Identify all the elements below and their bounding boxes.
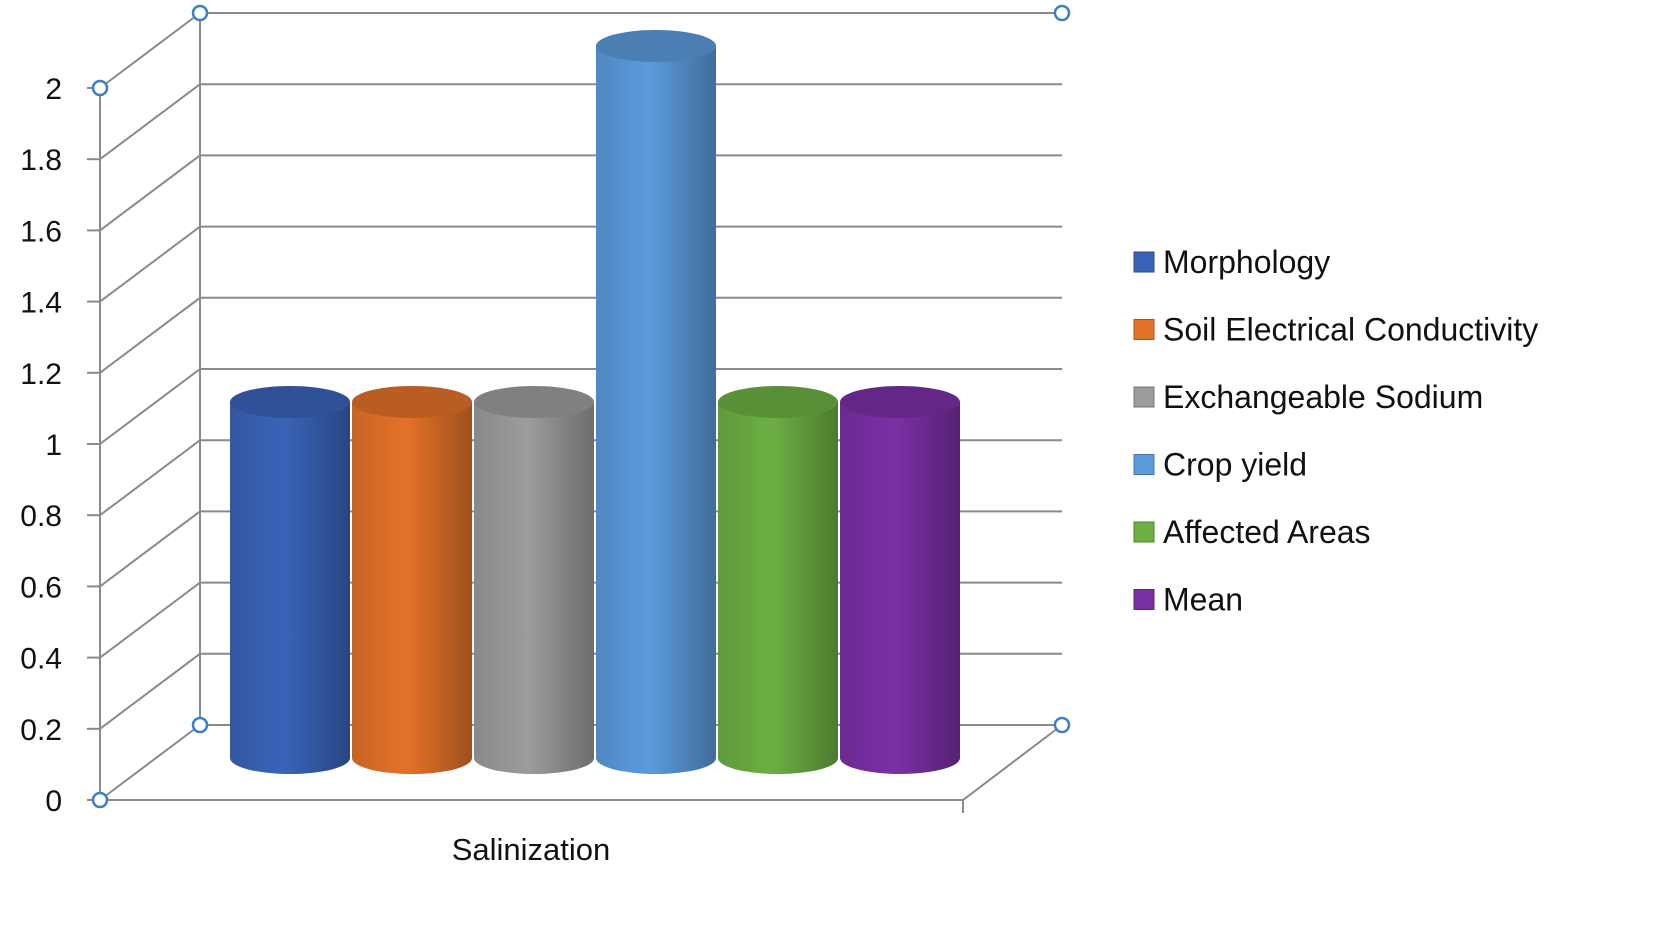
gridline (99, 154, 1062, 232)
bar-top (474, 386, 594, 418)
bar-body (230, 402, 350, 774)
bar-crop-yield (596, 30, 716, 774)
y-tick-label: 0 (45, 785, 62, 818)
bar-body (352, 402, 472, 774)
y-tick-label: 0.8 (20, 500, 62, 533)
legend-swatch (1133, 521, 1155, 543)
legend-label: Mean (1163, 582, 1243, 618)
bar-exchangeable-sodium (474, 386, 594, 774)
selection-handle[interactable] (1053, 4, 1071, 22)
y-tick-label: 1.2 (20, 358, 62, 391)
legend-swatch (1133, 319, 1155, 340)
selection-handle[interactable] (91, 79, 109, 97)
bar-mean (840, 386, 960, 774)
bar-body (596, 46, 716, 774)
y-axis-tick-labels: 0 0.2 0.4 0.6 0.8 1 1.2 1.4 1.6 1.8 2 (20, 73, 62, 818)
bar-top (596, 30, 716, 62)
bar-affected-areas (718, 386, 838, 774)
selection-handle[interactable] (1053, 716, 1071, 734)
y-tick-label: 1.6 (20, 215, 62, 248)
y-tick-label: 0.6 (20, 571, 62, 604)
legend-swatch (1133, 251, 1155, 273)
gridline (99, 225, 1062, 303)
legend-label: Crop yield (1163, 447, 1307, 483)
bar-top (230, 386, 350, 418)
gridline (99, 296, 1062, 374)
selection-handle[interactable] (91, 791, 109, 809)
bar-top (352, 386, 472, 418)
y-tick-label: 1.4 (20, 287, 62, 320)
bars (230, 30, 960, 774)
legend-label: Morphology (1163, 244, 1330, 280)
bar-top (718, 386, 838, 418)
bar-morphology (230, 386, 350, 774)
y-tick-label: 0.4 (20, 643, 62, 676)
legend-item: Morphology (1133, 244, 1330, 280)
y-tick-label: 0.2 (20, 714, 62, 747)
legend-label: Exchangeable Sodium (1163, 379, 1483, 415)
x-axis-category-labels: Salinization (452, 832, 611, 867)
y-tick-label: 2 (45, 73, 62, 106)
selection-handle[interactable] (191, 4, 209, 22)
legend-swatch (1133, 386, 1155, 408)
legend-item: Crop yield (1133, 447, 1307, 483)
legend-label: Affected Areas (1163, 514, 1371, 550)
legend: Morphology Soil Electrical Conductivity Ex… (1133, 244, 1538, 618)
legend-label: Soil Electrical Conductivity (1163, 312, 1538, 348)
bar-body (474, 402, 594, 774)
selection-handle[interactable] (191, 716, 209, 734)
gridline (99, 12, 1062, 89)
selection-handles (91, 4, 1071, 809)
y-tick-label: 1 (45, 429, 62, 462)
gridline (99, 83, 1062, 160)
bar-body (840, 402, 960, 774)
legend-swatch (1133, 454, 1155, 475)
legend-item: Soil Electrical Conductivity (1133, 312, 1538, 348)
legend-swatch (1133, 589, 1155, 610)
legend-item: Exchangeable Sodium (1133, 379, 1483, 415)
bar-body (718, 402, 838, 774)
bar-top (840, 386, 960, 418)
bar-soil-electrical-conductivity (352, 386, 472, 774)
y-tick-label: 1.8 (20, 144, 62, 177)
legend-item: Mean (1133, 582, 1243, 618)
x-category-label: Salinization (452, 832, 611, 867)
legend-item: Affected Areas (1133, 514, 1371, 550)
